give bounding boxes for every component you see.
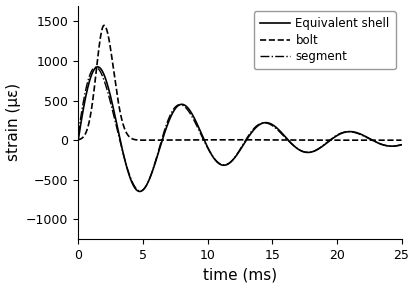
Equivalent shell: [358, 132, 363, 136]
Line: segment: segment: [78, 67, 401, 191]
Line: bolt: bolt: [78, 25, 401, 140]
Equivalent shell: [113, 115, 118, 118]
Equivalent shell: [393, 144, 398, 148]
segment: [399, 143, 404, 146]
X-axis label: time (ms): time (ms): [203, 268, 277, 283]
segment: [200, 136, 205, 139]
segment: [93, 66, 98, 69]
segment: [132, 184, 137, 188]
segment: [393, 144, 398, 148]
Y-axis label: strain (με): strain (με): [5, 83, 21, 161]
Equivalent shell: [95, 65, 100, 69]
segment: [138, 189, 143, 193]
bolt: [132, 138, 137, 141]
bolt: [399, 139, 404, 142]
bolt: [102, 24, 107, 27]
Equivalent shell: [76, 139, 81, 142]
segment: [214, 159, 219, 163]
bolt: [76, 138, 81, 141]
segment: [76, 133, 81, 136]
Equivalent shell: [137, 190, 142, 193]
bolt: [358, 139, 363, 142]
Equivalent shell: [132, 185, 137, 189]
Legend: Equivalent shell, bolt, segment: Equivalent shell, bolt, segment: [254, 12, 395, 69]
bolt: [393, 139, 398, 142]
bolt: [113, 80, 118, 83]
Line: Equivalent shell: Equivalent shell: [78, 67, 401, 192]
Equivalent shell: [200, 134, 205, 138]
bolt: [214, 138, 219, 141]
bolt: [200, 138, 205, 142]
Equivalent shell: [214, 160, 219, 163]
segment: [358, 133, 363, 136]
segment: [113, 120, 118, 123]
Equivalent shell: [399, 143, 404, 147]
